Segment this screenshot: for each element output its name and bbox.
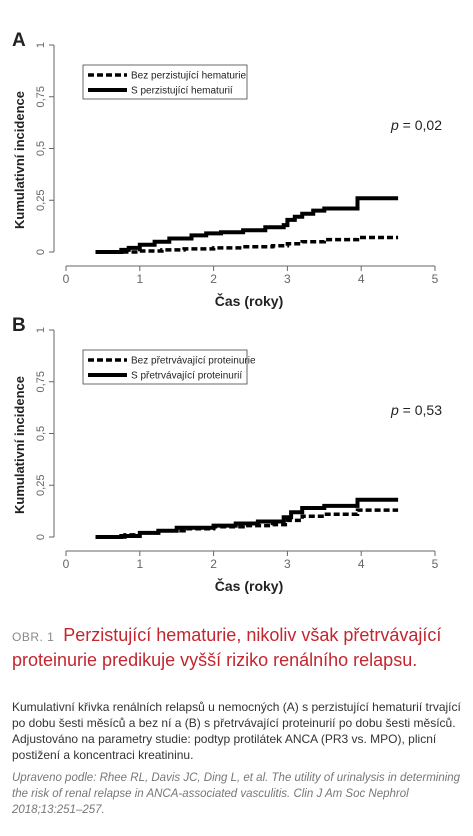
- y-tick-label: 0,75: [35, 86, 47, 107]
- figure-title: Perzistující hematurie, nikoliv však pře…: [12, 625, 442, 670]
- legend-label: S perzistující hematurií: [131, 86, 233, 97]
- y-tick-label: 0,75: [35, 371, 47, 392]
- legend-label: S přetrvávající proteinurií: [131, 371, 242, 382]
- panel-letter: A: [12, 30, 26, 51]
- x-tick-label: 5: [432, 272, 439, 286]
- x-tick-label: 2: [210, 557, 217, 571]
- series-line-dashed: [95, 235, 399, 254]
- legend-label: Bez perzistující hematurie: [131, 71, 246, 82]
- x-tick-label: 4: [358, 557, 365, 571]
- figure-label: OBR. 1: [12, 630, 55, 644]
- series-line-solid: [95, 196, 399, 254]
- y-tick-label: 0: [35, 249, 47, 255]
- legend-box: [82, 349, 248, 385]
- y-tick-label: 0,5: [35, 426, 47, 441]
- x-tick-label: 4: [358, 272, 365, 286]
- chart-b-svg: 0 0,25 0,5 0,75 1 0 1 2 3 4 5 Čas (roky) p = 0,53 Bez…: [35, 327, 442, 594]
- p-value-annotation: p = 0,53: [390, 402, 442, 418]
- figure-source: Upraveno podle: Rhee RL, Davis JC, Ding …: [12, 772, 461, 816]
- y-tick-label: 0,25: [35, 475, 47, 496]
- chart-a-svg: 0 0,25 0,5 0,75 1 0 1 2 3 4 5 Čas (roky) p = 0,02 Bez…: [35, 42, 442, 309]
- chart-panel-a: A 0 0,25 0,5 0,75 1 0 1 2 3 4 5 Čas (roky) p = 0,02 B…: [0, 30, 473, 325]
- x-axis-label: Čas (roky): [215, 577, 283, 594]
- y-tick-label: 1: [35, 327, 47, 333]
- chart-panel-b: B 0 0,25 0,5 0,75 1 0 1 2 3 4 5 Čas (roky) p = 0,53 B…: [0, 315, 473, 610]
- y-tick-label: 1: [35, 42, 47, 48]
- x-tick-label: 3: [284, 272, 291, 286]
- y-tick-label: 0: [35, 534, 47, 540]
- x-tick-label: 1: [136, 557, 143, 571]
- series-line-solid: [95, 497, 399, 539]
- legend-box: [82, 64, 248, 100]
- x-tick-label: 3: [284, 557, 291, 571]
- y-tick-label: 0,25: [35, 190, 47, 211]
- x-tick-label: 2: [210, 272, 217, 286]
- x-tick-label: 5: [432, 557, 439, 571]
- x-axis-label: Čas (roky): [215, 292, 283, 309]
- panel-letter: B: [12, 315, 26, 336]
- figure-heading: OBR. 1 Perzistující hematurie, nikoliv v…: [12, 624, 462, 673]
- legend-label: Bez přetrvávající proteinurie: [131, 356, 256, 367]
- y-tick-label: 0,5: [35, 141, 47, 156]
- p-value-annotation: p = 0,02: [390, 117, 442, 133]
- y-axis-label: Kumulativní incidence: [12, 91, 27, 229]
- x-tick-label: 0: [63, 272, 70, 286]
- x-tick-label: 1: [136, 272, 143, 286]
- figure-description: Kumulativní křivka renálních relapsů u n…: [12, 700, 461, 762]
- y-axis-label: Kumulativní incidence: [12, 376, 27, 514]
- x-tick-label: 0: [63, 557, 70, 571]
